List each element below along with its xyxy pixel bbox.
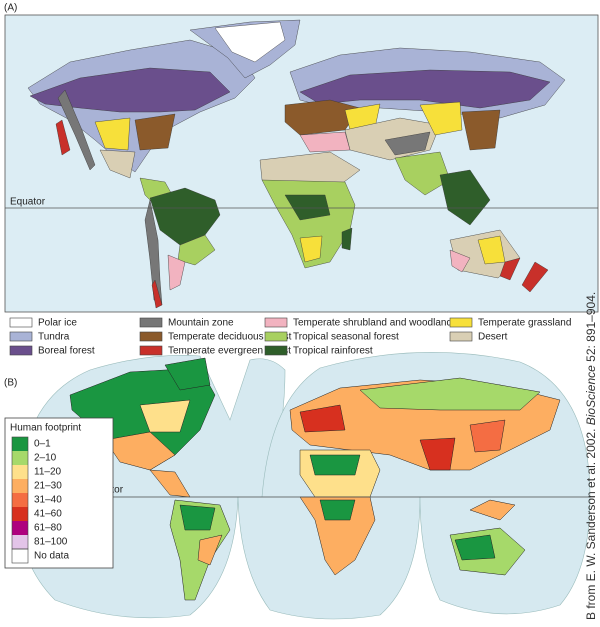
legend-swatch	[264, 331, 288, 342]
legend-label: Tundra	[38, 332, 70, 343]
region	[449, 249, 471, 273]
region	[179, 504, 216, 531]
legend-bar-outline	[11, 436, 29, 550]
legend-swatch	[12, 437, 28, 451]
credit-journal: BioScience	[584, 365, 598, 425]
himalaya	[384, 131, 431, 156]
legend-title: Human footprint	[10, 423, 81, 434]
south-africa	[299, 496, 376, 576]
region	[99, 149, 136, 179]
region	[359, 377, 541, 411]
legend-swatch	[264, 317, 288, 328]
greenland	[214, 21, 286, 63]
region	[151, 279, 163, 309]
legend-swatch	[12, 451, 28, 465]
legend-swatch	[12, 479, 28, 493]
legend-label: Temperate shrubland and woodland	[293, 318, 452, 329]
region	[104, 431, 176, 471]
legend-swatch	[264, 345, 288, 356]
china	[469, 419, 506, 453]
legend-swatch	[12, 493, 28, 507]
region	[284, 194, 331, 221]
legend-label: 11–20	[34, 467, 62, 478]
legend-label: Temperate deciduous forest	[168, 332, 292, 343]
credit-text: B from E. W. Sanderson et al. 2002.	[584, 425, 598, 620]
footprint-map	[69, 357, 561, 601]
legend-swatch	[139, 317, 163, 328]
legend-swatch	[449, 317, 473, 328]
legend: Polar ice Tundra Boreal forest Mountain zon…	[9, 317, 571, 357]
indonesia	[469, 499, 516, 521]
legend-label: Temperate grassland	[478, 318, 571, 329]
region	[164, 357, 211, 391]
region	[57, 89, 96, 171]
legend-label: 61–80	[34, 523, 62, 534]
europe	[299, 404, 346, 433]
region	[419, 101, 463, 136]
credit: B from E. W. Sanderson et al. 2002. BioS…	[584, 292, 598, 620]
africa	[261, 179, 356, 269]
region	[461, 109, 501, 151]
region	[167, 254, 186, 291]
legend-swatch	[449, 331, 473, 342]
new-zealand	[521, 261, 549, 293]
region	[139, 399, 191, 433]
legend: 0–1 2–10 11–20 21–30 31–40 41–60 61–80 81–100 No…	[11, 436, 69, 564]
region	[499, 257, 521, 281]
region	[299, 69, 551, 109]
legend-swatch	[12, 535, 28, 549]
biome-map	[27, 19, 566, 309]
region	[177, 234, 216, 266]
legend-label: No data	[34, 551, 69, 562]
legend-label: Boreal forest	[38, 346, 95, 357]
legend-swatch	[11, 548, 29, 564]
legend-swatch	[12, 507, 28, 521]
region	[55, 119, 71, 156]
legend-label: Tropical seasonal forest	[293, 332, 399, 343]
legend-label: 31–40	[34, 495, 62, 506]
region	[319, 499, 356, 521]
southeast-asia	[439, 169, 491, 226]
region	[299, 235, 323, 263]
region	[299, 131, 351, 153]
legend-label: 81–100	[34, 537, 68, 548]
legend-swatch	[12, 521, 28, 535]
legend-label: Desert	[478, 332, 508, 343]
credit-text: 52: 891–904.	[584, 292, 598, 365]
india	[419, 437, 456, 471]
region	[134, 113, 176, 151]
madagascar	[341, 227, 353, 251]
legend-label: 0–1	[34, 439, 51, 450]
legend-swatch	[139, 345, 163, 356]
panel-label: (B)	[4, 378, 17, 389]
south-america	[149, 187, 221, 246]
region	[197, 534, 223, 566]
legend-swatch	[9, 331, 33, 342]
panel-label: (A)	[4, 3, 17, 14]
legend-swatch	[9, 317, 33, 328]
equator-label: Equator	[10, 197, 46, 208]
region	[394, 151, 451, 196]
legend-label: Polar ice	[38, 318, 77, 329]
legend-label: Mountain zone	[168, 318, 234, 329]
legend-swatch	[12, 465, 28, 479]
legend-label: 41–60	[34, 509, 62, 520]
legend-swatch	[139, 331, 163, 342]
legend-label: 21–30	[34, 481, 62, 492]
legend-label: 2–10	[34, 453, 57, 464]
region	[454, 534, 496, 561]
sahara	[309, 454, 361, 476]
legend-label: Temperate evergreen forest	[168, 346, 291, 357]
legend-label: Tropical rainforest	[293, 346, 373, 357]
legend-swatch	[9, 345, 33, 356]
region	[94, 117, 131, 151]
